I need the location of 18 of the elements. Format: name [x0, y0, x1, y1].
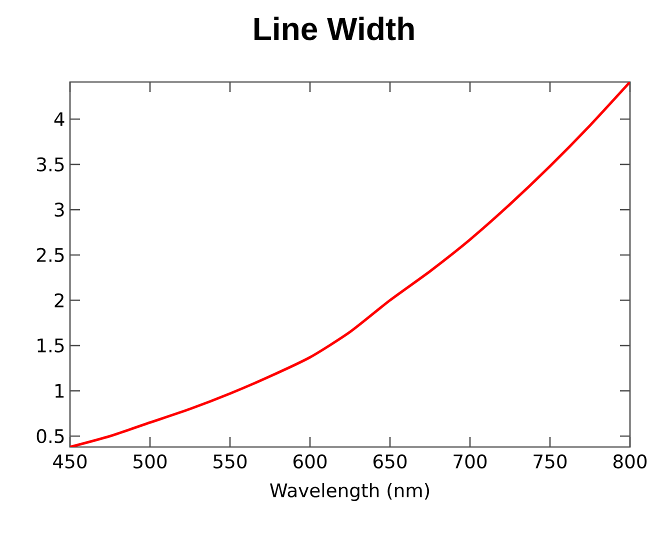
- y-tick-label: 2.5: [36, 248, 64, 262]
- y-tick-label: 3.5: [37, 157, 64, 172]
- chart-title: Line Width: [254, 16, 414, 40]
- x-tick-label: 650: [373, 454, 407, 468]
- y-tick-label: 3: [54, 202, 64, 217]
- x-tick-label: 750: [534, 454, 567, 468]
- x-axis-title: Wavelength (nm): [270, 482, 430, 502]
- x-tick-label: 600: [293, 454, 327, 468]
- x-tick-label: 500: [134, 454, 167, 468]
- x-tick-label: 700: [454, 454, 487, 468]
- y-tick-label: 1.5: [38, 338, 64, 352]
- y-tick-label: 2: [54, 293, 64, 308]
- y-tick-label: 0.5: [36, 429, 64, 444]
- x-tick-label: 450: [53, 454, 87, 468]
- y-tick-label: 1: [55, 384, 64, 398]
- y-tick-label: 4: [54, 112, 64, 126]
- x-tick-label: 550: [214, 454, 247, 468]
- x-tick-label: 800: [613, 454, 647, 468]
